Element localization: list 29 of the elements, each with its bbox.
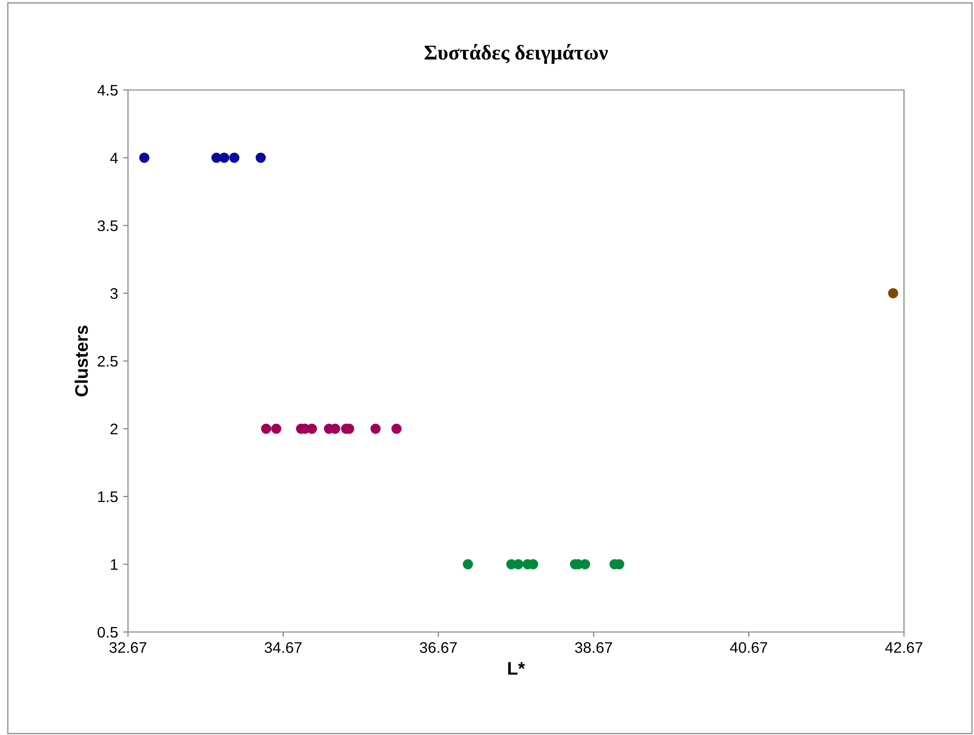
- chart-title: Συστάδες δειγμάτων: [424, 44, 608, 64]
- x-tick-label: 32.67: [109, 642, 146, 653]
- x-axis-title: L*: [508, 662, 526, 675]
- point: [139, 152, 150, 163]
- x-tick-label: 42.67: [885, 642, 922, 653]
- y-tick-label: 2: [110, 424, 118, 434]
- point: [370, 424, 381, 434]
- point: [513, 559, 524, 570]
- y-tick-label: 3: [110, 288, 118, 299]
- y-tick-label: 0.5: [98, 626, 118, 638]
- point: [391, 424, 402, 434]
- x-tick-label: 38.67: [575, 642, 612, 653]
- x-tick-label: 34.67: [264, 642, 302, 653]
- point: [888, 288, 898, 298]
- x-tick-label: 40.67: [730, 642, 768, 653]
- y-tick-label: 2.5: [98, 356, 118, 367]
- y-tick-label: 1: [110, 559, 118, 570]
- x-tick-label: 36.67: [420, 642, 457, 653]
- point: [271, 424, 282, 434]
- point: [261, 424, 272, 434]
- point: [229, 152, 240, 163]
- y-tick-label: 1.5: [98, 492, 118, 502]
- y-tick-label: 4.5: [97, 85, 118, 96]
- point: [462, 559, 473, 570]
- point: [219, 152, 230, 163]
- y-tick-label: 4: [110, 152, 118, 164]
- y-tick-label: 3.5: [98, 220, 118, 232]
- point: [256, 152, 266, 163]
- y-axis-title: Clusters: [74, 326, 88, 396]
